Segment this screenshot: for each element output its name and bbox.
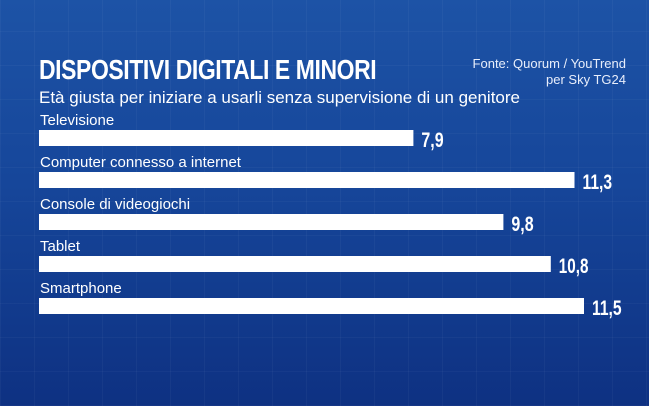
bar bbox=[39, 298, 584, 314]
category-label: Computer connesso a internet bbox=[40, 154, 242, 171]
category-label: Smartphone bbox=[40, 280, 122, 297]
bar bbox=[39, 130, 414, 146]
value-label: 7,9 bbox=[421, 129, 443, 152]
bar bbox=[39, 172, 575, 188]
category-label: Tablet bbox=[40, 238, 81, 255]
value-label: 10,8 bbox=[559, 255, 589, 278]
source-line-1: Fonte: Quorum / YouTrend bbox=[472, 56, 626, 71]
category-label: Televisione bbox=[40, 112, 114, 129]
value-label: 11,3 bbox=[583, 171, 613, 194]
chart-subtitle: Età giusta per iniziare a usarli senza s… bbox=[39, 88, 520, 107]
source-note: Fonte: Quorum / YouTrend per Sky TG24 bbox=[473, 56, 626, 88]
category-label: Console di videogiochi bbox=[40, 196, 190, 213]
value-label: 9,8 bbox=[511, 213, 533, 236]
chart-title: Dispositivi digitali e minori bbox=[39, 54, 377, 85]
value-label: 11,5 bbox=[592, 297, 622, 320]
source-line-2: per Sky TG24 bbox=[546, 72, 626, 87]
bar bbox=[39, 214, 504, 230]
bar bbox=[39, 256, 551, 272]
